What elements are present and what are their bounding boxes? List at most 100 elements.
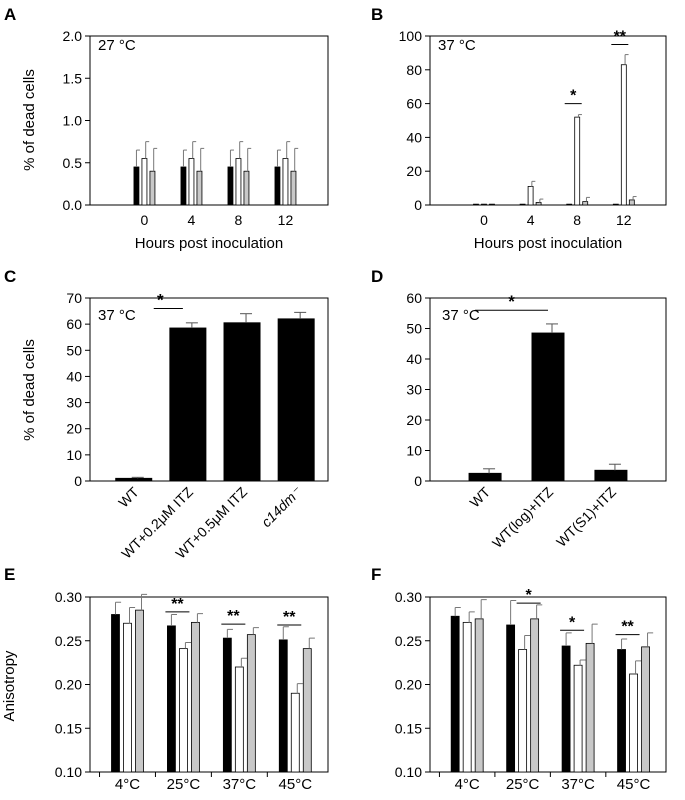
bar (169, 327, 207, 482)
y-tick-label: 80 (406, 62, 422, 78)
x-tick-label: 0 (141, 212, 149, 228)
x-tick-label: WT(log)+ITZ (489, 483, 556, 550)
bar (191, 621, 200, 773)
panel-letter: C (4, 267, 16, 286)
bar (227, 166, 234, 206)
y-tick-label: 0.25 (55, 633, 82, 649)
bar (277, 318, 315, 482)
temperature-annotation: 37 °C (438, 37, 476, 54)
significance-marker: * (508, 292, 515, 311)
y-tick-label: 10 (406, 443, 422, 459)
y-tick-label: 0.5 (63, 155, 83, 171)
temperature-annotation: 37 °C (98, 307, 136, 324)
x-tick-label: 12 (278, 212, 294, 228)
bar (135, 609, 144, 773)
panel-letter: B (371, 5, 383, 24)
bar (641, 646, 650, 773)
bar (617, 649, 626, 773)
y-tick-label: 1.5 (63, 70, 83, 86)
bar (278, 639, 288, 773)
y-tick-label: 70 (66, 290, 82, 306)
bar (235, 158, 242, 206)
bar (223, 322, 261, 482)
y-tick-label: 0.30 (55, 589, 82, 605)
x-tick-label: 25°C (506, 776, 540, 793)
significance-marker: ** (227, 608, 240, 625)
bar (141, 158, 148, 206)
bar (243, 170, 250, 206)
y-tick-label: 0.10 (395, 764, 422, 780)
bar (629, 673, 638, 773)
plot-frame (89, 297, 329, 482)
x-tick-label: 45°C (617, 776, 651, 793)
x-tick-label: 37°C (223, 776, 257, 793)
panel-letter: D (371, 267, 383, 286)
bar (133, 166, 140, 206)
x-axis-title: Hours post inoculation (474, 235, 622, 252)
bar (274, 166, 281, 206)
x-tick-label: WT (466, 483, 493, 510)
significance-marker: * (526, 587, 533, 604)
y-tick-label: 60 (406, 96, 422, 112)
significance-marker: ** (171, 596, 184, 613)
significance-marker: * (570, 88, 577, 105)
bar (566, 203, 573, 206)
y-tick-label: 0.30 (395, 589, 422, 605)
bar (473, 203, 479, 206)
bar (620, 64, 627, 206)
bar (531, 332, 565, 482)
bar (282, 158, 289, 206)
bar (530, 618, 540, 773)
y-axis-title: Anisotropy (1, 650, 18, 721)
bar (167, 625, 176, 773)
x-tick-label: WT(S1)+ITZ (553, 483, 619, 549)
bar (573, 664, 583, 773)
bar (179, 648, 188, 773)
bar (123, 622, 132, 773)
significance-marker: ** (283, 609, 296, 626)
bar (246, 634, 256, 773)
temperature-annotation: 37 °C (442, 307, 480, 324)
bar (489, 203, 495, 206)
x-tick-label: 4°C (455, 776, 480, 793)
y-tick-label: 40 (406, 351, 422, 367)
x-tick-label: WT (115, 483, 142, 510)
y-tick-label: 0 (414, 197, 422, 213)
bar (468, 472, 502, 482)
y-tick-label: 0.15 (55, 720, 82, 736)
y-tick-label: 10 (66, 447, 82, 463)
bar (506, 624, 516, 773)
y-tick-label: 0.15 (395, 720, 422, 736)
x-tick-label: 0 (480, 212, 488, 228)
y-tick-label: 20 (66, 421, 82, 437)
y-tick-label: 50 (66, 342, 82, 358)
bar (519, 203, 526, 206)
bar (474, 618, 484, 773)
bar (481, 203, 487, 206)
significance-marker: * (157, 290, 164, 309)
bar (535, 202, 542, 206)
bar (561, 645, 571, 773)
bar (527, 186, 534, 206)
bar (585, 642, 595, 773)
bar (222, 637, 232, 773)
bar (462, 621, 472, 773)
y-tick-label: 20 (406, 163, 422, 179)
bar (574, 116, 581, 206)
y-tick-label: 60 (66, 316, 82, 332)
panel-letter: F (371, 565, 381, 584)
y-tick-label: 0 (414, 473, 422, 489)
bar (111, 614, 120, 773)
bar (196, 170, 203, 206)
y-tick-label: 0.0 (63, 197, 83, 213)
bar (518, 649, 528, 773)
temperature-annotation: 27 °C (98, 37, 136, 54)
y-tick-label: 0 (74, 473, 82, 489)
bar (302, 648, 312, 773)
x-tick-label: 4°C (115, 776, 140, 793)
bar (594, 469, 628, 482)
bar (234, 666, 244, 773)
bar (180, 166, 187, 206)
y-tick-label: 100 (399, 28, 423, 44)
